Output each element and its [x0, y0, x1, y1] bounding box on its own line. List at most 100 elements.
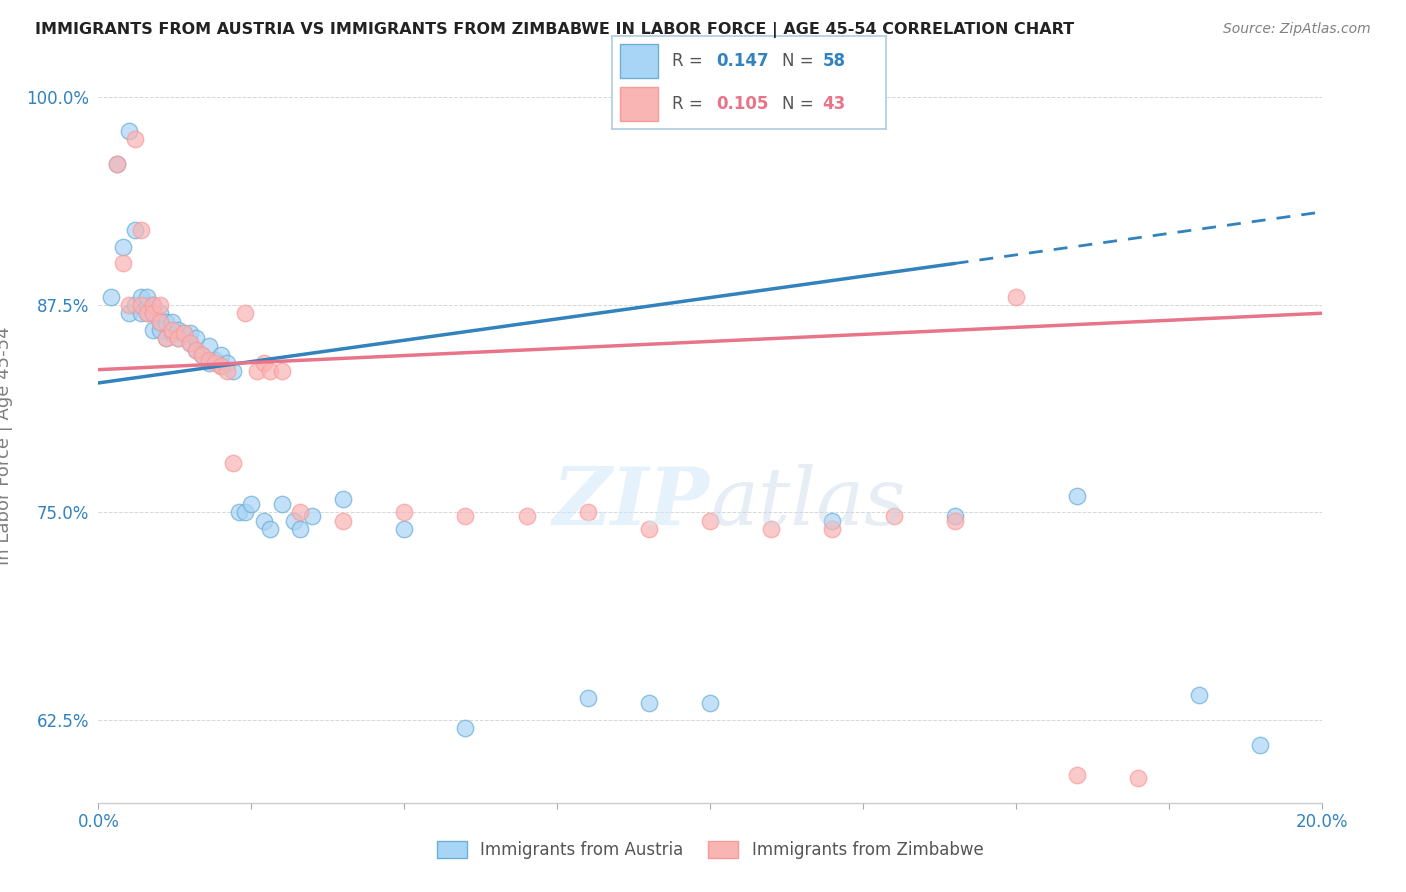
- Point: [149, 314, 172, 328]
- Point: [142, 306, 165, 320]
- Point: [179, 336, 201, 351]
- Point: [1004, 290, 1026, 304]
- Point: [142, 323, 165, 337]
- Point: [160, 323, 183, 337]
- Point: [821, 522, 844, 536]
- Point: [252, 356, 274, 370]
- Point: [821, 514, 844, 528]
- Point: [149, 306, 172, 320]
- Point: [129, 306, 152, 320]
- Point: [215, 364, 238, 378]
- Text: 43: 43: [823, 95, 846, 113]
- Text: 0.105: 0.105: [716, 95, 768, 113]
- Point: [1128, 771, 1150, 785]
- Point: [576, 691, 599, 706]
- Text: atlas: atlas: [710, 465, 905, 541]
- Point: [173, 326, 195, 340]
- Point: [160, 323, 183, 337]
- Point: [105, 157, 128, 171]
- Point: [197, 352, 219, 367]
- Bar: [620, 87, 658, 121]
- Point: [943, 514, 966, 528]
- Point: [142, 298, 165, 312]
- Text: IMMIGRANTS FROM AUSTRIA VS IMMIGRANTS FROM ZIMBABWE IN LABOR FORCE | AGE 45-54 C: IMMIGRANTS FROM AUSTRIA VS IMMIGRANTS FR…: [35, 22, 1074, 38]
- Point: [246, 364, 269, 378]
- Point: [1249, 738, 1271, 752]
- Point: [392, 505, 416, 519]
- Point: [160, 326, 183, 340]
- Point: [332, 492, 354, 507]
- Point: [233, 306, 256, 320]
- Point: [173, 326, 195, 340]
- Point: [179, 326, 201, 340]
- Point: [1066, 767, 1088, 781]
- Point: [136, 290, 159, 304]
- Point: [637, 696, 661, 710]
- Point: [167, 331, 190, 345]
- Point: [105, 157, 128, 171]
- Text: 58: 58: [823, 52, 846, 70]
- Point: [118, 298, 141, 312]
- Point: [270, 497, 292, 511]
- Point: [759, 522, 782, 536]
- Point: [259, 522, 281, 536]
- Point: [155, 331, 177, 345]
- Bar: [620, 44, 658, 78]
- Point: [516, 508, 538, 523]
- Point: [222, 456, 245, 470]
- Y-axis label: In Labor Force | Age 45-54: In Labor Force | Age 45-54: [0, 326, 13, 566]
- Point: [191, 348, 214, 362]
- Point: [129, 223, 152, 237]
- Point: [301, 508, 323, 523]
- Point: [149, 314, 172, 328]
- Point: [699, 514, 721, 528]
- Point: [209, 348, 232, 362]
- Point: [124, 132, 146, 146]
- Point: [100, 290, 122, 304]
- Point: [149, 323, 172, 337]
- Point: [136, 306, 159, 320]
- Point: [454, 721, 477, 735]
- Text: 0.147: 0.147: [716, 52, 769, 70]
- Point: [576, 505, 599, 519]
- Text: R =: R =: [672, 52, 709, 70]
- Point: [204, 352, 226, 367]
- Point: [124, 298, 146, 312]
- Point: [197, 356, 219, 370]
- Point: [129, 290, 152, 304]
- Point: [240, 497, 263, 511]
- Point: [1188, 688, 1211, 702]
- Point: [270, 364, 292, 378]
- Point: [454, 508, 477, 523]
- Point: [124, 223, 146, 237]
- Point: [160, 314, 183, 328]
- Text: R =: R =: [672, 95, 709, 113]
- Text: N =: N =: [782, 95, 818, 113]
- Point: [228, 505, 250, 519]
- Point: [259, 364, 281, 378]
- Text: N =: N =: [782, 52, 818, 70]
- Point: [179, 336, 201, 351]
- Point: [283, 514, 305, 528]
- Point: [111, 256, 134, 270]
- Point: [155, 314, 177, 328]
- Point: [637, 522, 661, 536]
- Point: [204, 356, 226, 370]
- Point: [392, 522, 416, 536]
- Point: [136, 306, 159, 320]
- Point: [136, 298, 159, 312]
- Point: [142, 298, 165, 312]
- Point: [943, 508, 966, 523]
- Legend: Immigrants from Austria, Immigrants from Zimbabwe: Immigrants from Austria, Immigrants from…: [430, 834, 990, 866]
- Point: [186, 331, 208, 345]
- Point: [186, 343, 208, 357]
- Point: [1066, 489, 1088, 503]
- Point: [149, 298, 172, 312]
- Point: [197, 339, 219, 353]
- Text: Source: ZipAtlas.com: Source: ZipAtlas.com: [1223, 22, 1371, 37]
- Point: [290, 505, 312, 519]
- Text: ZIP: ZIP: [553, 465, 710, 541]
- Point: [118, 124, 141, 138]
- Point: [290, 522, 312, 536]
- Point: [215, 356, 238, 370]
